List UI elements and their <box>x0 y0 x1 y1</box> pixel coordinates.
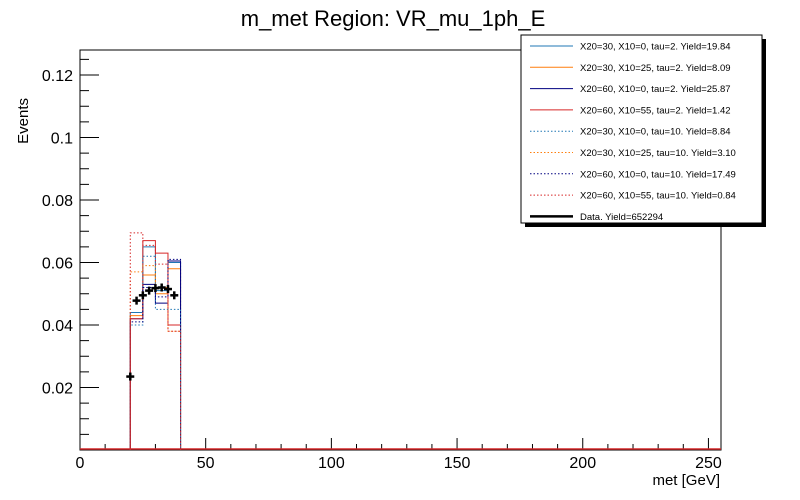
y-tick-label: 0.02 <box>42 381 73 398</box>
y-tick-label: 0.12 <box>42 68 73 85</box>
y-tick-label: 0.1 <box>51 131 73 148</box>
legend-entry: X20=60, X10=55, tau=2. Yield=1.42 <box>530 105 731 116</box>
legend-label: X20=60, X10=55, tau=10. Yield=0.84 <box>580 191 736 202</box>
data-point <box>132 296 141 305</box>
legend-label: X20=60, X10=55, tau=2. Yield=1.42 <box>580 105 731 116</box>
y-tick-label: 0.06 <box>42 256 73 273</box>
x-tick-label: 0 <box>76 455 85 472</box>
y-tick-label: 0.08 <box>42 193 73 210</box>
legend-entry: X20=30, X10=25, tau=2. Yield=8.09 <box>530 63 731 74</box>
data-point <box>145 286 154 295</box>
x-tick-label: 150 <box>444 455 471 472</box>
x-axis-label: met [GeV] <box>652 472 720 489</box>
legend: X20=30, X10=0, tau=2. Yield=19.84 X20=30,… <box>520 34 766 227</box>
data-point <box>170 291 179 300</box>
x-tick-label: 200 <box>569 455 596 472</box>
histogram-series <box>80 232 721 450</box>
plot-frame <box>79 49 722 451</box>
legend-entry: X20=60, X10=0, tau=10. Yield=17.49 <box>530 169 736 180</box>
legend-label: X20=30, X10=25, tau=10. Yield=3.10 <box>580 148 736 159</box>
legend-label: X20=60, X10=0, tau=2. Yield=25.87 <box>580 84 731 95</box>
legend-label: X20=30, X10=0, tau=10. Yield=8.84 <box>580 127 731 138</box>
x-tick-label: 50 <box>197 455 215 472</box>
data-points <box>126 283 179 381</box>
legend-entry: X20=60, X10=0, tau=2. Yield=25.87 <box>530 84 731 95</box>
legend-label: X20=30, X10=0, tau=2. Yield=19.84 <box>580 42 731 53</box>
x-tick-label: 250 <box>695 455 722 472</box>
data-point <box>157 283 166 292</box>
y-axis-label: Events <box>15 98 32 144</box>
legend-label: X20=30, X10=25, tau=2. Yield=8.09 <box>580 63 731 74</box>
legend-entry: X20=60, X10=55, tau=10. Yield=0.84 <box>530 191 736 202</box>
y-tick-label: 0.04 <box>42 318 73 335</box>
data-point <box>163 285 172 294</box>
legend-box <box>520 34 763 224</box>
chart-title: m_met Region: VR_mu_1ph_E <box>241 6 546 31</box>
legend-entry: X20=30, X10=0, tau=10. Yield=8.84 <box>530 127 731 138</box>
histogram-series-line <box>129 258 182 450</box>
data-point <box>126 372 135 381</box>
legend-label: Data. Yield=652294 <box>580 212 663 223</box>
x-tick-label: 100 <box>318 455 345 472</box>
legend-entry: X20=30, X10=0, tau=2. Yield=19.84 <box>530 42 731 53</box>
data-point <box>138 291 147 300</box>
legend-entry: Data. Yield=652294 <box>530 212 663 223</box>
legend-label: X20=60, X10=0, tau=10. Yield=17.49 <box>580 169 736 180</box>
axis-ticks: 0 50 100 150 200 250 0.02 0.04 0.06 0.08 0.1 0.12 <box>42 58 722 472</box>
legend-entry: X20=30, X10=25, tau=10. Yield=3.10 <box>530 148 736 159</box>
